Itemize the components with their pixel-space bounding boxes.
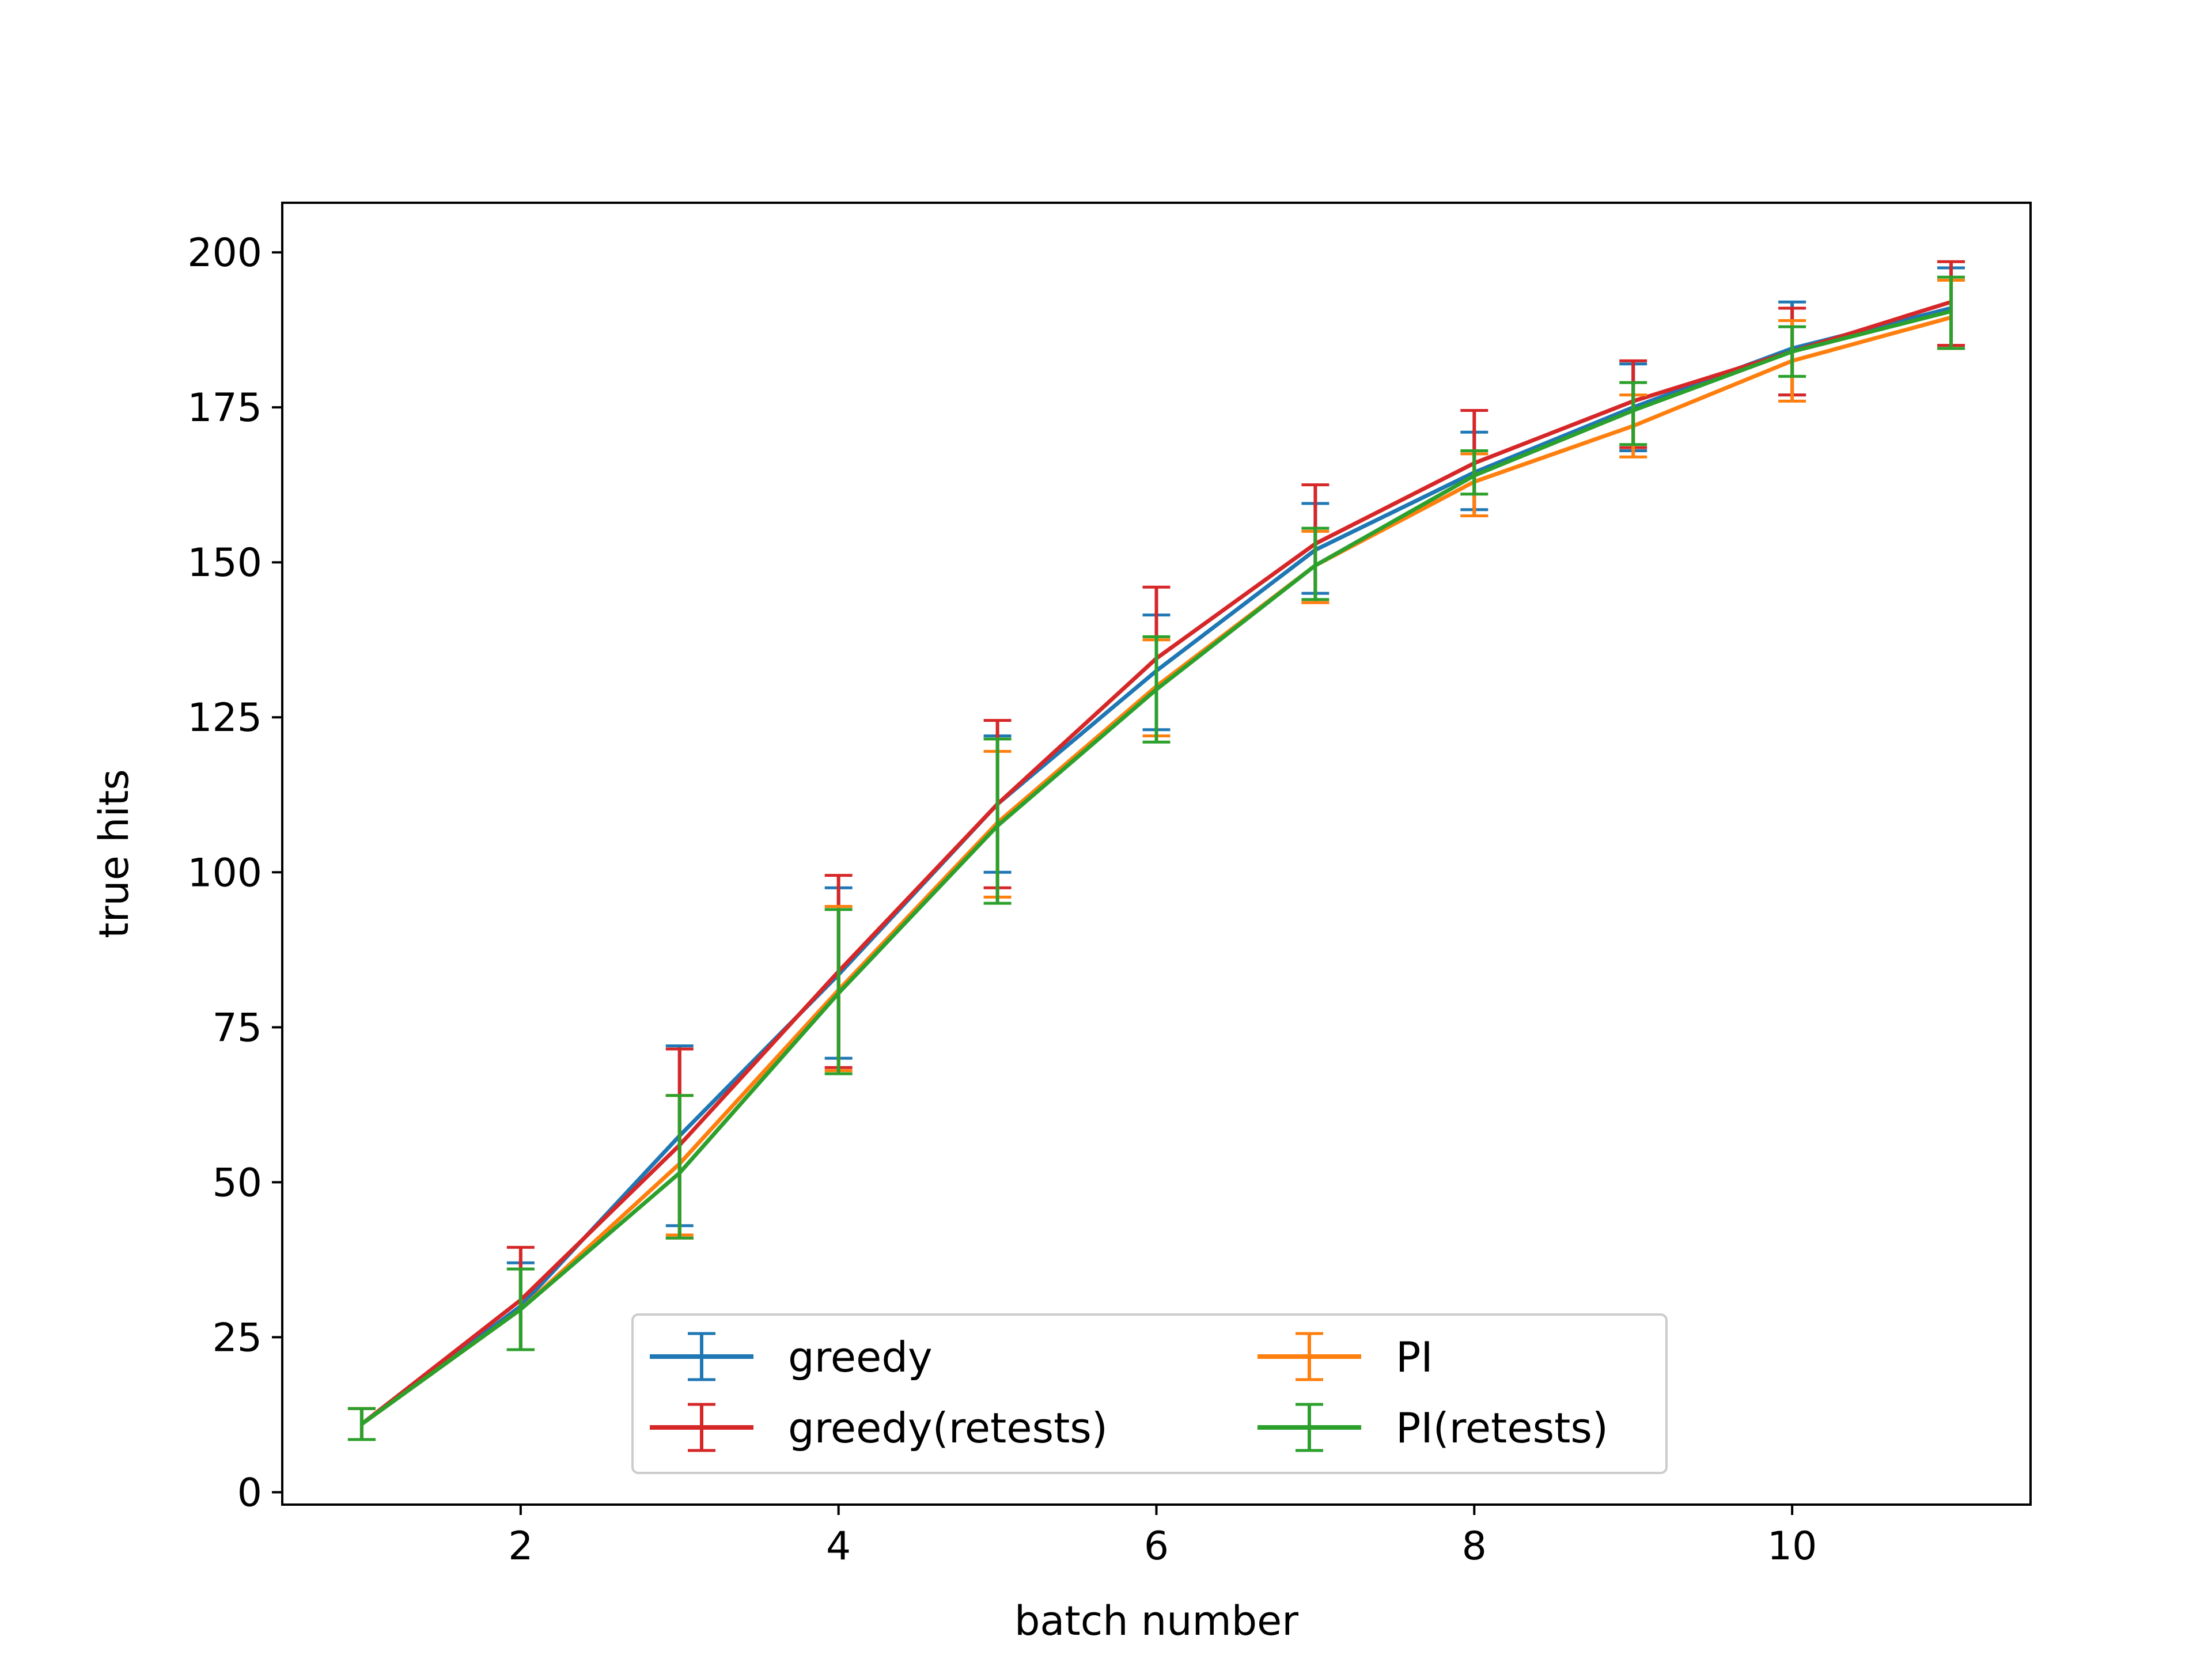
legend-entry: greedy(retests) [650,1403,1108,1452]
x-axis-ticks: 2 4 6 8 10 [508,1505,1817,1569]
legend-label: PI [1396,1333,1433,1381]
x-tick-label: 8 [1462,1524,1487,1569]
legend-label: greedy(retests) [788,1404,1108,1452]
y-axis-label: true hits [90,769,138,938]
y-tick-label: 100 [187,850,262,896]
x-tick-label: 4 [826,1524,851,1569]
legend: greedy PI greedy(retests) PI(retests) [631,1313,1668,1474]
legend-label: PI(retests) [1396,1404,1608,1452]
legend-entry: PI(retests) [1257,1403,1608,1452]
series-PI(retests) [347,275,1965,1441]
y-tick-label: 50 [212,1160,262,1206]
legend-entry: PI [1257,1332,1433,1381]
y-tick-label: 75 [212,1005,262,1051]
series-layer [347,260,1965,1441]
y-axis-ticks: 0 25 50 75 100 125 150 175 200 [187,230,282,1516]
legend-label: greedy [788,1333,933,1381]
y-tick-label: 150 [187,540,262,586]
y-tick-label: 125 [187,695,262,741]
y-tick-label: 175 [187,385,262,431]
y-tick-label: 200 [187,230,262,276]
legend-entry: greedy [650,1332,933,1381]
y-tick-label: 25 [212,1315,262,1361]
x-tick-label: 10 [1767,1524,1817,1569]
legend-box [631,1313,1668,1474]
x-tick-label: 6 [1144,1524,1169,1569]
plot-frame [281,202,2032,1506]
x-axis-label: batch number [1014,1597,1298,1645]
y-tick-label: 0 [237,1470,262,1516]
x-tick-label: 2 [508,1524,533,1569]
